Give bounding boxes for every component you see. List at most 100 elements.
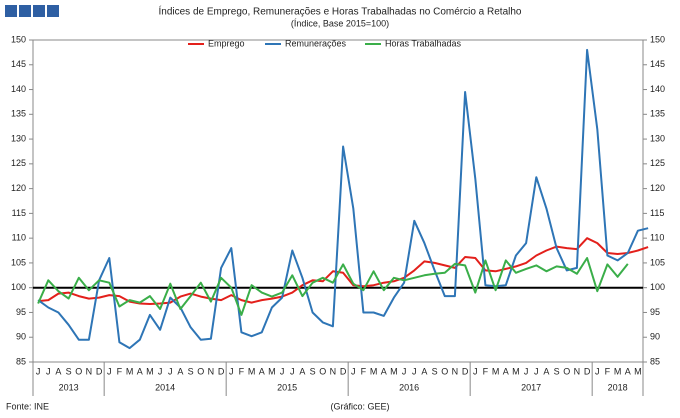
series-line bbox=[37, 48, 649, 350]
x-tick-label: J bbox=[107, 366, 112, 376]
x-tick-label: J bbox=[168, 366, 173, 376]
x-tick-label: O bbox=[197, 366, 204, 376]
x-tick-label: A bbox=[421, 366, 427, 376]
x-tick-label: J bbox=[36, 366, 41, 376]
x-tick-label: S bbox=[188, 366, 194, 376]
x-tick-label: J bbox=[524, 366, 529, 376]
logo bbox=[5, 5, 59, 17]
x-tick-label: J bbox=[534, 366, 539, 376]
year-label: 2016 bbox=[399, 382, 419, 392]
y2-tick-label: 135 bbox=[650, 109, 665, 119]
x-tick-label: J bbox=[290, 366, 295, 376]
x-tick-label: A bbox=[625, 366, 631, 376]
x-tick-label: O bbox=[441, 366, 448, 376]
y2-tick-label: 140 bbox=[650, 84, 665, 94]
x-tick-label: N bbox=[330, 366, 337, 376]
x-tick-label: S bbox=[66, 366, 72, 376]
y2-tick-label: 85 bbox=[650, 356, 660, 366]
x-tick-label: M bbox=[492, 366, 500, 376]
x-tick-label: S bbox=[432, 366, 438, 376]
year-label: 2017 bbox=[521, 382, 541, 392]
year-label: 2018 bbox=[608, 382, 628, 392]
y-tick-label: 100 bbox=[11, 282, 26, 292]
x-tick-label: F bbox=[361, 366, 367, 376]
credit: (Gráfico: GEE) bbox=[330, 401, 389, 411]
legend-label: Horas Trabalhadas bbox=[385, 38, 462, 48]
y2-tick-label: 115 bbox=[650, 208, 664, 218]
chart-title: Índices de Emprego, Remunerações e Horas… bbox=[159, 5, 522, 18]
x-tick-label: M bbox=[268, 366, 276, 376]
chart-subtitle: (Índice, Base 2015=100) bbox=[291, 18, 389, 28]
y2-tick-label: 90 bbox=[650, 332, 660, 342]
year-label: 2014 bbox=[155, 382, 175, 392]
x-tick-label: S bbox=[554, 366, 560, 376]
y2-tick-label: 105 bbox=[650, 257, 665, 267]
x-tick-label: O bbox=[75, 366, 82, 376]
x-tick-label: M bbox=[370, 366, 378, 376]
y-tick-label: 105 bbox=[11, 257, 26, 267]
y2-tick-label: 95 bbox=[650, 307, 660, 317]
x-tick-label: J bbox=[412, 366, 417, 376]
x-tick-label: N bbox=[86, 366, 93, 376]
x-tick-label: F bbox=[605, 366, 611, 376]
y2-tick-label: 145 bbox=[650, 59, 665, 69]
x-tick-label: M bbox=[126, 366, 134, 376]
x-tick-label: N bbox=[574, 366, 581, 376]
y-tick-label: 125 bbox=[11, 158, 26, 168]
x-tick-label: A bbox=[259, 366, 265, 376]
source: Fonte: INE bbox=[6, 401, 49, 411]
x-tick-label: A bbox=[381, 366, 387, 376]
x-tick-label: D bbox=[218, 366, 225, 376]
y-tick-label: 85 bbox=[16, 356, 26, 366]
x-tick-label: D bbox=[584, 366, 591, 376]
y-tick-label: 145 bbox=[11, 59, 26, 69]
x-tick-label: O bbox=[563, 366, 570, 376]
x-tick-label: J bbox=[46, 366, 51, 376]
year-label: 2015 bbox=[277, 382, 297, 392]
x-tick-label: A bbox=[543, 366, 549, 376]
x-tick-label: J bbox=[280, 366, 285, 376]
x-tick-label: N bbox=[452, 366, 459, 376]
x-tick-label: A bbox=[137, 366, 143, 376]
x-tick-label: J bbox=[158, 366, 163, 376]
x-tick-label: J bbox=[229, 366, 234, 376]
x-tick-label: A bbox=[55, 366, 61, 376]
x-tick-label: D bbox=[462, 366, 469, 376]
series-line bbox=[37, 257, 629, 316]
y-tick-label: 120 bbox=[11, 183, 26, 193]
y2-tick-label: 150 bbox=[650, 34, 665, 44]
x-tick-label: J bbox=[595, 366, 600, 376]
x-tick-label: M bbox=[512, 366, 520, 376]
y-tick-label: 90 bbox=[16, 332, 26, 342]
y-tick-label: 140 bbox=[11, 84, 26, 94]
y2-tick-label: 130 bbox=[650, 133, 665, 143]
legend-label: Emprego bbox=[208, 38, 245, 48]
plot-frame bbox=[32, 39, 644, 363]
x-tick-label: A bbox=[299, 366, 305, 376]
x-tick-label: A bbox=[503, 366, 509, 376]
legend-label: Remunerações bbox=[285, 38, 347, 48]
y-tick-label: 130 bbox=[11, 133, 26, 143]
x-tick-label: F bbox=[239, 366, 245, 376]
y-tick-label: 150 bbox=[11, 34, 26, 44]
x-tick-label: J bbox=[473, 366, 478, 376]
x-tick-label: J bbox=[402, 366, 407, 376]
y2-tick-label: 110 bbox=[650, 233, 664, 243]
y-tick-label: 110 bbox=[12, 233, 26, 243]
x-tick-label: D bbox=[340, 366, 347, 376]
x-tick-label: D bbox=[96, 366, 103, 376]
x-tick-label: J bbox=[351, 366, 356, 376]
x-tick-label: O bbox=[319, 366, 326, 376]
x-tick-label: M bbox=[614, 366, 622, 376]
y-tick-label: 95 bbox=[16, 307, 26, 317]
y2-tick-label: 100 bbox=[650, 282, 665, 292]
x-tick-label: M bbox=[634, 366, 642, 376]
x-tick-label: M bbox=[248, 366, 256, 376]
y2-tick-label: 120 bbox=[650, 183, 665, 193]
x-tick-label: M bbox=[146, 366, 154, 376]
year-label: 2013 bbox=[59, 382, 79, 392]
y-tick-label: 135 bbox=[11, 109, 26, 119]
x-tick-label: F bbox=[483, 366, 489, 376]
y2-tick-label: 125 bbox=[650, 158, 665, 168]
